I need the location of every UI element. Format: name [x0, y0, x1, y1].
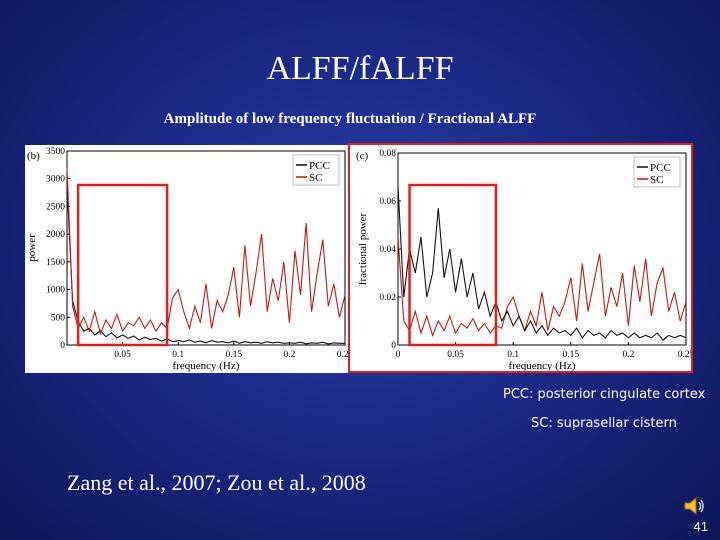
citation: Zang et al., 2007; Zou et al., 2008 [67, 470, 366, 495]
panel-label: (c) [356, 150, 369, 162]
y-tick-label: 3500 [46, 147, 65, 157]
x-tick-label: 0.15 [225, 350, 242, 360]
x-tick-label: 0.15 [562, 350, 579, 360]
chart-c-svg: (c) 0 0.02 0.04 0.06 0.08 0 0.05 0.1 0.15 0.2 0.25 f… [356, 149, 695, 372]
y-tick-label: 0 [391, 341, 396, 351]
legend-box [633, 156, 681, 188]
y-tick-label: 0.04 [379, 245, 396, 255]
note-sc: SC: suprasellar cistern [531, 416, 677, 431]
legend-entry: PCC [650, 162, 671, 174]
x-tick-label: 0.05 [447, 350, 464, 360]
panel-label: (b) [27, 150, 40, 162]
page-number: 41 [693, 519, 708, 534]
y-tick-label: 2000 [46, 230, 65, 240]
note-pcc: PCC: posterior cingulate cortex [503, 387, 706, 402]
axes-frame [66, 150, 346, 346]
legend-entry: PCC [309, 160, 330, 172]
y-tick-label: 500 [51, 313, 66, 323]
y-tick-label: 1000 [46, 286, 65, 296]
x-tick-label: 0.1 [507, 350, 519, 360]
y-tick-label: 0.06 [379, 197, 396, 207]
y-tick-label: 0.08 [379, 149, 396, 159]
y-tick-label: 2500 [46, 202, 65, 212]
x-tick-label: 0.25 [337, 350, 348, 360]
y-axis-label: power [26, 234, 38, 262]
legend-box [292, 154, 340, 186]
x-tick-label: 0.2 [622, 350, 634, 360]
x-tick-label: 0 [396, 350, 401, 360]
y-tick-label: 0 [60, 341, 65, 351]
y-tick-label: 1500 [46, 258, 65, 268]
chart-panel-b: (b) 0 500 1000 1500 2000 2500 3000 3500 0.05 0.1 0.… [25, 145, 354, 373]
legend-entry: SC [650, 174, 663, 186]
x-tick-label: 0.25 [678, 350, 691, 360]
x-axis-label: frequency (Hz) [173, 360, 240, 372]
x-tick-label: 0.1 [172, 350, 184, 360]
y-tick-label: 3000 [46, 175, 65, 185]
y-axis-label: fractional power [357, 212, 369, 285]
x-tick-label: 0.2 [283, 350, 295, 360]
chart-b-svg: (b) 0 500 1000 1500 2000 2500 3000 3500 0.05 0.1 0.… [26, 147, 354, 372]
highlight-box [76, 183, 169, 347]
legend-entry: SC [309, 172, 322, 184]
slide-subtitle: Amplitude of low frequency fluctuation /… [163, 111, 537, 127]
y-tick-label: 0.02 [379, 293, 396, 303]
x-tick-label: 0.05 [114, 350, 131, 360]
series-line-sc [397, 236, 687, 338]
series-line-pcc [397, 186, 687, 341]
series-line-sc [66, 167, 346, 336]
series-line-pcc [66, 184, 345, 345]
slide-title: ALFF/fALFF [266, 50, 454, 87]
highlight-box [408, 183, 498, 347]
x-axis-label: frequency (Hz) [509, 360, 576, 371]
chart-panel-c: (c) 0 0.02 0.04 0.06 0.08 0 0.05 0.1 0.15 0.2 0.25 f… [348, 143, 695, 373]
speaker-icon[interactable] [682, 494, 706, 518]
